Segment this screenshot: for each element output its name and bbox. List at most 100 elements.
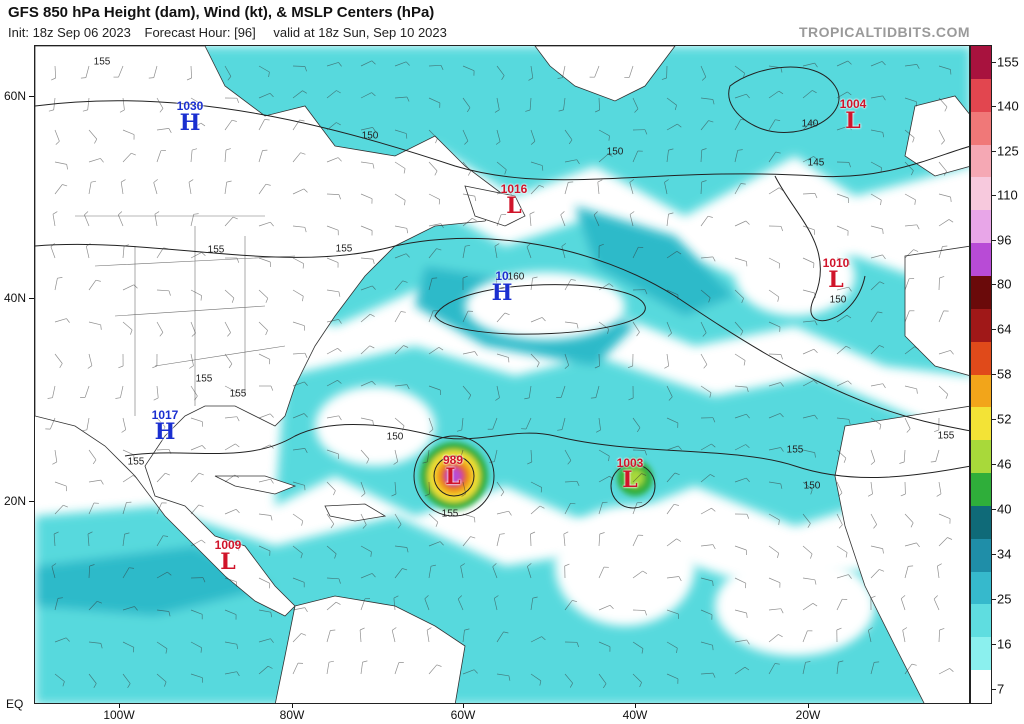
wind-barb-flag [165, 648, 168, 654]
wind-barb [734, 353, 746, 361]
wind-barb-flag [607, 153, 613, 157]
wind-barb [768, 545, 779, 554]
wind-barb-flag [400, 311, 406, 313]
lon-label-60w: 60W [450, 708, 476, 722]
wind-barb-flag [508, 511, 512, 516]
wind-barb [394, 96, 408, 99]
wind-barb-flag [62, 681, 65, 687]
wind-barb-flag [55, 140, 60, 145]
wind-barb-flag [338, 578, 341, 584]
wind-barb-flag [930, 461, 936, 463]
pressure-center-low[interactable]: 1004 L [839, 97, 867, 134]
colorbar-segment [971, 637, 991, 671]
wind-barb [802, 348, 815, 355]
wind-barb-flag [234, 474, 240, 478]
wind-barb-flag [438, 199, 441, 205]
wind-barb [802, 662, 806, 675]
colorbar-label: 58 [997, 366, 1012, 382]
wind-barb-flag [848, 162, 851, 168]
wind-barb [802, 193, 816, 195]
wind-barb-flag [372, 163, 375, 169]
wind-barb [938, 65, 951, 70]
colorbar-segment [971, 78, 991, 113]
pressure-center-low[interactable]: 1003 L [616, 456, 644, 493]
wind-barb [938, 97, 948, 108]
wind-barb-flag [164, 681, 167, 687]
wind-barb [598, 449, 610, 457]
wind-barb-flag [906, 428, 911, 433]
contour-label: 150 [803, 480, 821, 492]
wind-barb-flag [163, 247, 169, 250]
wind-barb [428, 97, 441, 104]
wind-barb-flag [644, 129, 648, 135]
wind-barb [122, 606, 135, 611]
wind-barb [836, 380, 848, 387]
wind-barb-flag [560, 211, 565, 216]
wind-barb-flag [227, 332, 231, 337]
wind-barb [428, 64, 442, 67]
map-subtitle: Init: 18z Sep 06 2023 Forecast Hour: [96… [8, 25, 447, 40]
wind-barb [938, 277, 940, 291]
wind-barb-flag [576, 481, 580, 487]
wind-barb-flag [163, 535, 169, 537]
pressure-center-high[interactable]: 10 H [491, 269, 513, 306]
wind-barb-flag [372, 127, 376, 132]
wind-barb-flag [541, 317, 546, 322]
wind-barb-flag [371, 380, 376, 385]
wind-barb [292, 448, 305, 451]
wind-barb [190, 539, 202, 547]
wind-barb [190, 445, 203, 451]
wind-barb [88, 479, 101, 483]
pressure-center-high[interactable]: 1017 H [151, 408, 179, 445]
wind-barb-flag [780, 483, 783, 489]
wind-barb-flag [370, 313, 375, 317]
wind-barb [54, 184, 63, 195]
wind-barb [904, 385, 917, 390]
wind-barb-flag [93, 683, 97, 688]
wind-barb-flag [933, 429, 939, 433]
wind-barb [870, 254, 883, 259]
wind-barb [564, 673, 573, 684]
pressure-center-low[interactable]: 1009 L [214, 538, 242, 575]
wind-barb-flag [153, 397, 159, 401]
pressure-center-low[interactable]: 989 L [442, 453, 464, 490]
wind-barb [768, 447, 781, 451]
wind-barb-flag [914, 346, 919, 350]
wind-barb [768, 513, 780, 521]
wind-barb-flag [848, 259, 851, 265]
wind-barb [360, 481, 366, 494]
wind-barb [461, 417, 464, 430]
wind-barb-flag [950, 196, 952, 202]
wind-barb-flag [337, 380, 342, 384]
colorbar-segment [971, 144, 991, 178]
wind-barb-flag [63, 504, 68, 508]
wind-barb-flag [66, 318, 70, 323]
wind-barb [666, 353, 670, 366]
wind-barb [666, 214, 669, 227]
weather-map[interactable] [34, 45, 970, 704]
wind-barb-flag [495, 141, 501, 145]
lon-tick [635, 704, 636, 708]
colorbar-label: 140 [997, 98, 1019, 114]
wind-barb-flag [81, 429, 87, 432]
wind-barb-flag [780, 226, 784, 232]
lon-tick [292, 704, 293, 708]
wind-barb-flag [639, 682, 642, 688]
pressure-center-low[interactable]: 1010 L [822, 256, 850, 293]
wind-barb-flag [508, 190, 512, 195]
wind-barb [700, 321, 707, 333]
pressure-center-low[interactable]: 1016 L [500, 182, 528, 219]
wind-barb-flag [810, 553, 813, 559]
wind-barb [836, 60, 849, 67]
wind-barb-flag [746, 639, 750, 645]
wind-barb-flag [371, 60, 376, 65]
wind-barb [156, 417, 166, 428]
wind-barb [595, 385, 600, 398]
wind-barb [87, 97, 90, 110]
wind-barb [870, 161, 882, 169]
wind-barb-flag [338, 319, 342, 324]
wind-barb-flag [847, 91, 852, 96]
pressure-center-high[interactable]: 1030 H [176, 99, 204, 136]
wind-barb [258, 150, 263, 163]
wind-barb-flag [457, 595, 463, 600]
